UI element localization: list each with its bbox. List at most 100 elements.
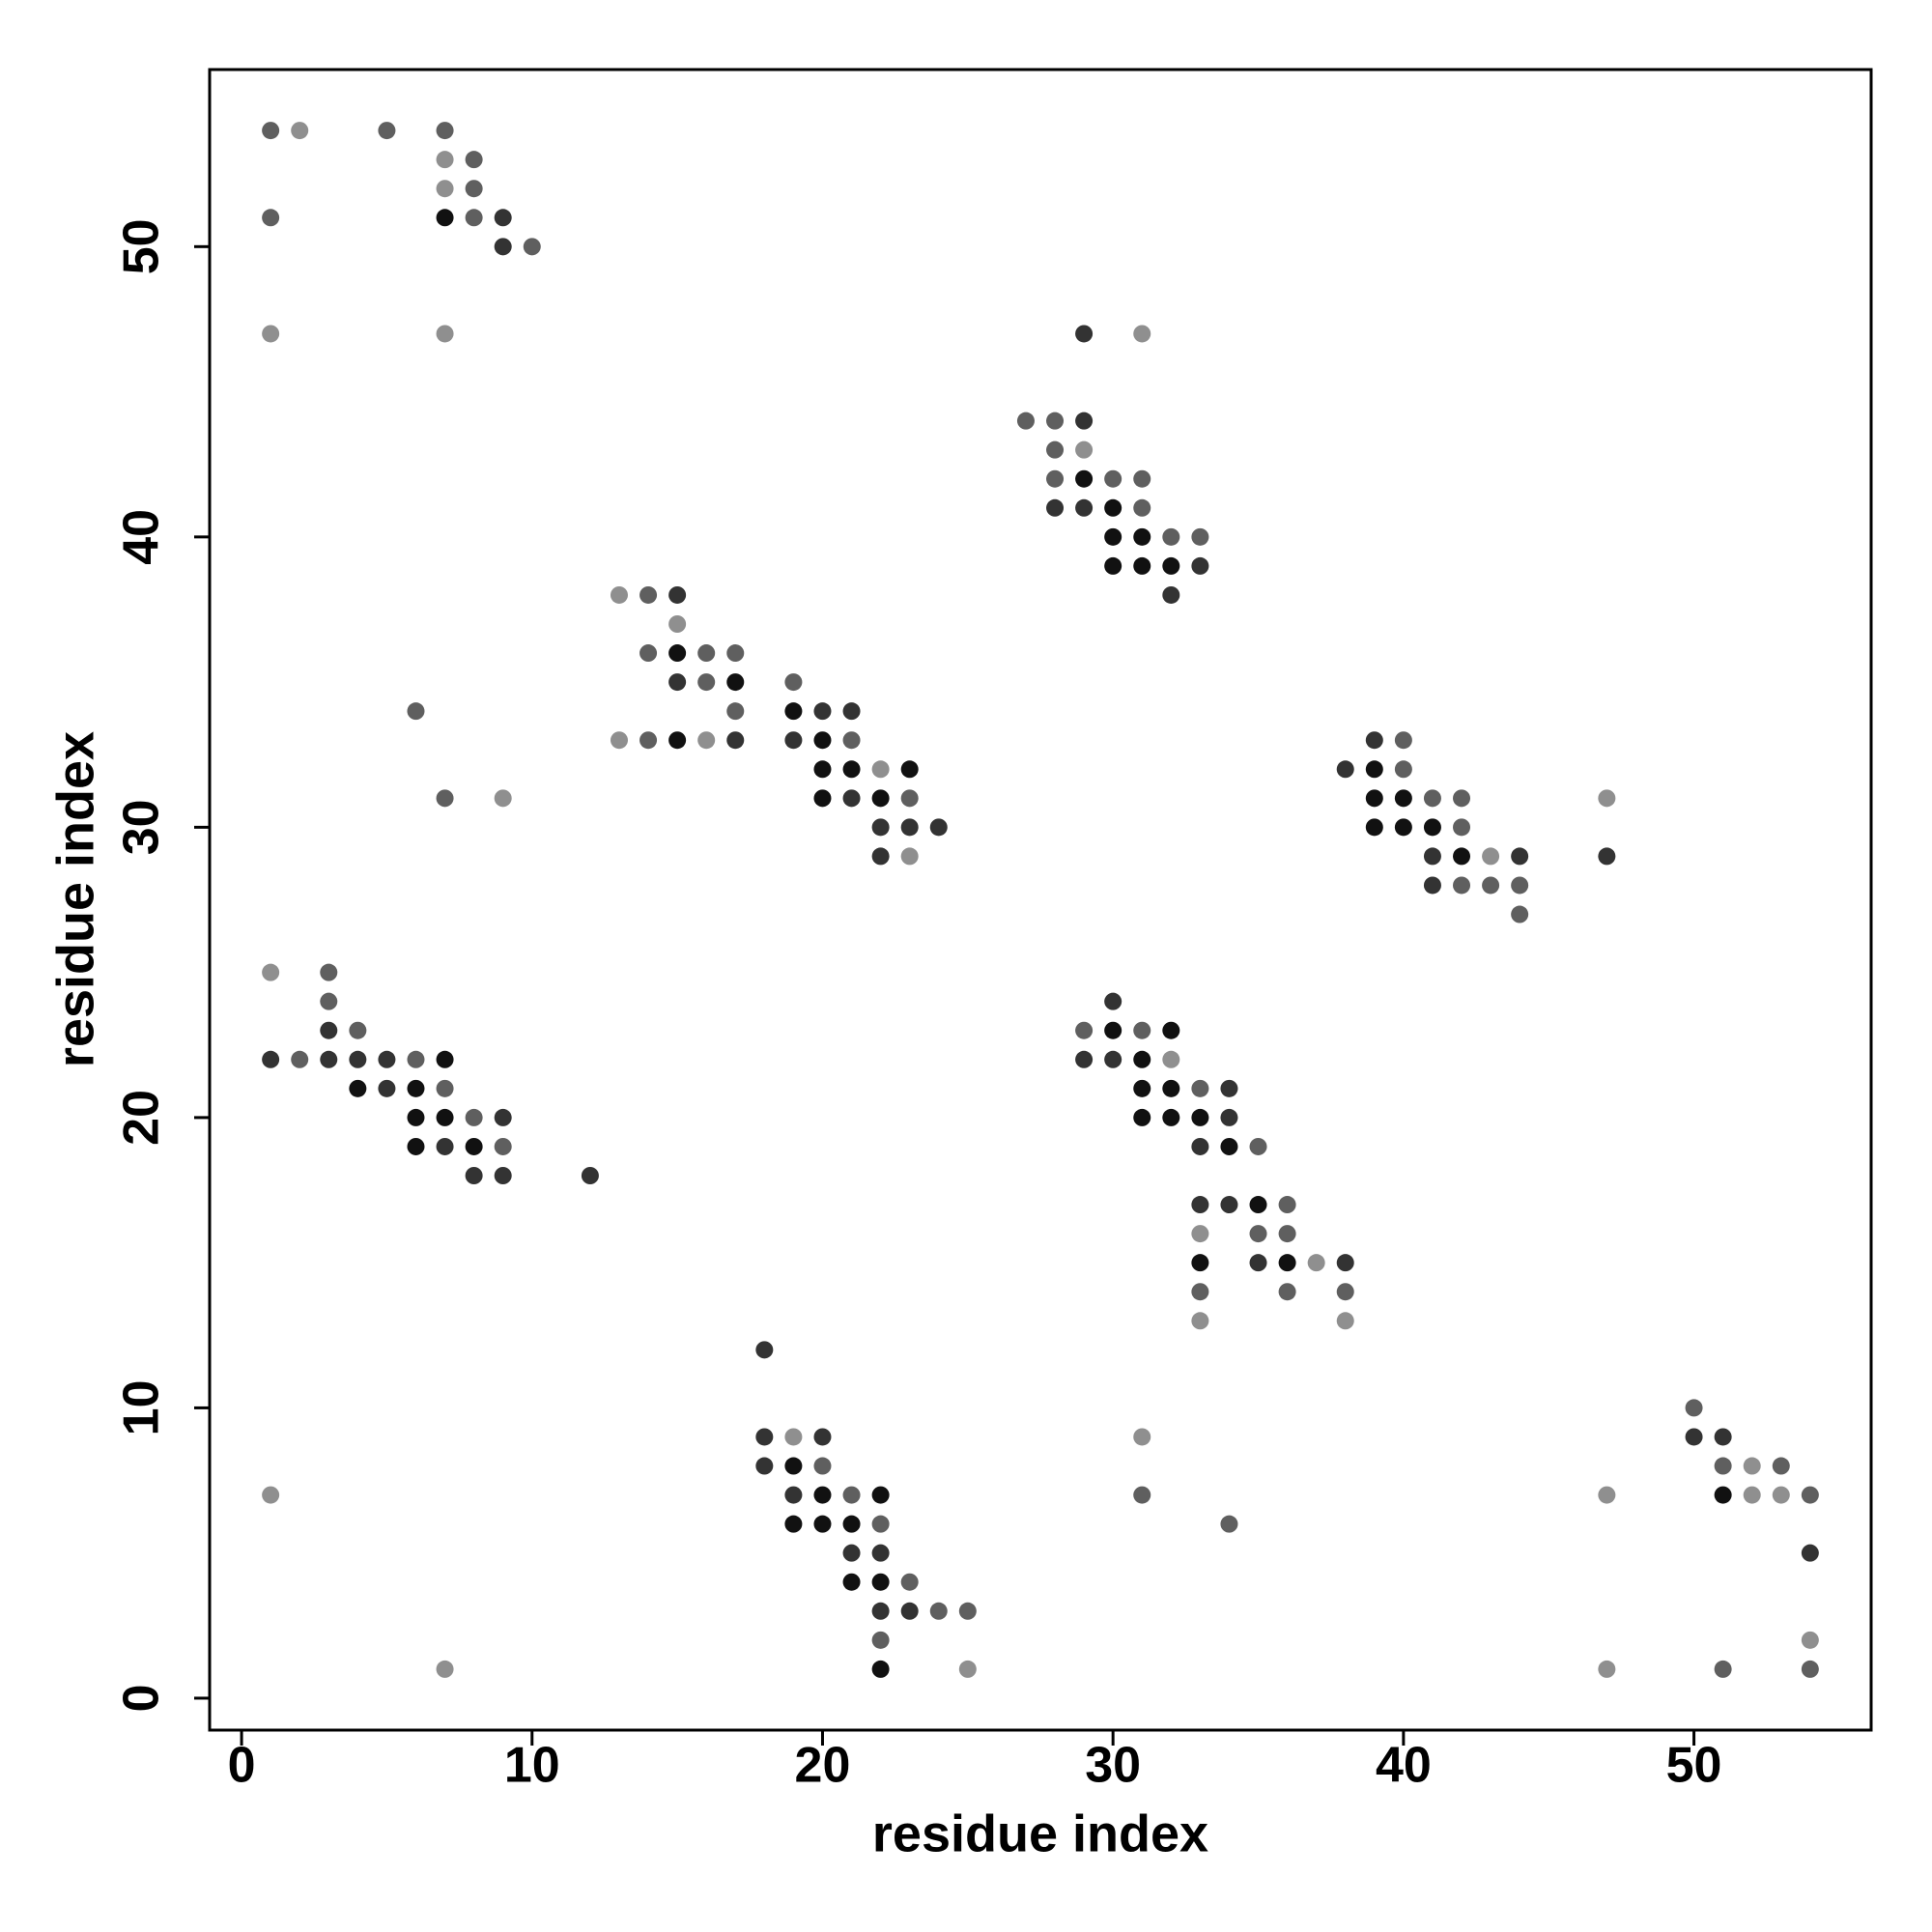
- point: [1046, 469, 1065, 488]
- point: [1162, 1021, 1180, 1039]
- point: [1162, 1050, 1180, 1068]
- point: [871, 847, 890, 866]
- point: [436, 325, 454, 343]
- point: [494, 1137, 512, 1155]
- point: [1336, 760, 1354, 779]
- point: [378, 1050, 396, 1068]
- point: [1598, 847, 1616, 866]
- point: [494, 1108, 512, 1126]
- point: [958, 1602, 977, 1620]
- point: [1772, 1486, 1790, 1504]
- point: [494, 789, 512, 808]
- point: [262, 122, 280, 140]
- point: [668, 731, 687, 750]
- point: [1104, 1021, 1122, 1039]
- point: [929, 818, 948, 837]
- point: [1220, 1196, 1238, 1214]
- point: [1336, 1254, 1354, 1272]
- point: [842, 702, 861, 721]
- point: [320, 1021, 338, 1039]
- point: [1743, 1486, 1761, 1504]
- point: [1162, 1108, 1180, 1126]
- point: [1801, 1486, 1819, 1504]
- point: [1714, 1660, 1732, 1678]
- point: [1133, 469, 1151, 488]
- point: [842, 760, 861, 779]
- point: [1133, 1021, 1151, 1039]
- point: [1133, 527, 1151, 546]
- point: [1249, 1137, 1267, 1155]
- point: [1046, 498, 1065, 517]
- point: [784, 1457, 803, 1475]
- point: [436, 1050, 454, 1068]
- point: [813, 702, 832, 721]
- point: [1453, 876, 1471, 895]
- point: [639, 644, 658, 663]
- point: [349, 1050, 367, 1068]
- point: [523, 238, 541, 256]
- point: [1104, 1050, 1122, 1068]
- x-tick-label: 40: [1376, 1738, 1432, 1794]
- point: [1191, 1283, 1209, 1301]
- x-tick-label: 50: [1666, 1738, 1722, 1794]
- point: [1598, 789, 1616, 808]
- point: [1191, 556, 1209, 575]
- point: [697, 644, 716, 663]
- point: [784, 702, 803, 721]
- y-axis-title: residue index: [46, 731, 104, 1067]
- point: [465, 180, 483, 198]
- point: [726, 673, 745, 692]
- point: [1365, 789, 1383, 808]
- point: [494, 209, 512, 227]
- y-tick-label: 30: [114, 799, 170, 855]
- point: [1133, 1428, 1151, 1446]
- point: [1394, 818, 1412, 837]
- point: [1801, 1631, 1819, 1649]
- point: [465, 1166, 483, 1184]
- point: [1249, 1254, 1267, 1272]
- point: [1598, 1486, 1616, 1504]
- point: [900, 1573, 919, 1591]
- point: [668, 644, 687, 663]
- point: [1685, 1399, 1703, 1417]
- point: [1511, 905, 1529, 923]
- point: [436, 1137, 454, 1155]
- point: [755, 1341, 774, 1359]
- point: [871, 1573, 890, 1591]
- point: [436, 209, 454, 227]
- point: [871, 818, 890, 837]
- point: [1075, 412, 1094, 430]
- y-tick-label: 10: [114, 1379, 170, 1435]
- point: [1133, 1050, 1151, 1068]
- point: [1278, 1225, 1296, 1243]
- y-tick-label: 0: [114, 1684, 170, 1712]
- y-tick-label: 20: [114, 1090, 170, 1146]
- point: [1075, 1021, 1094, 1039]
- x-tick-label: 0: [228, 1738, 256, 1794]
- point: [755, 1428, 774, 1446]
- point: [726, 702, 745, 721]
- point: [697, 731, 716, 750]
- point: [1220, 1079, 1238, 1097]
- point: [871, 1544, 890, 1562]
- point: [900, 760, 919, 779]
- point: [668, 585, 687, 604]
- point: [1075, 498, 1094, 517]
- point: [1046, 412, 1065, 430]
- point: [813, 760, 832, 779]
- point: [349, 1079, 367, 1097]
- point: [494, 1166, 512, 1184]
- point: [1075, 469, 1094, 488]
- point: [1191, 1225, 1209, 1243]
- point: [1394, 760, 1412, 779]
- point: [871, 1602, 890, 1620]
- point: [900, 847, 919, 866]
- x-tick-label: 20: [795, 1738, 851, 1794]
- x-axis-title: residue index: [872, 1804, 1208, 1862]
- point: [1075, 440, 1094, 459]
- point: [1162, 527, 1180, 546]
- point: [871, 1486, 890, 1504]
- point: [1394, 731, 1412, 750]
- point: [1220, 1137, 1238, 1155]
